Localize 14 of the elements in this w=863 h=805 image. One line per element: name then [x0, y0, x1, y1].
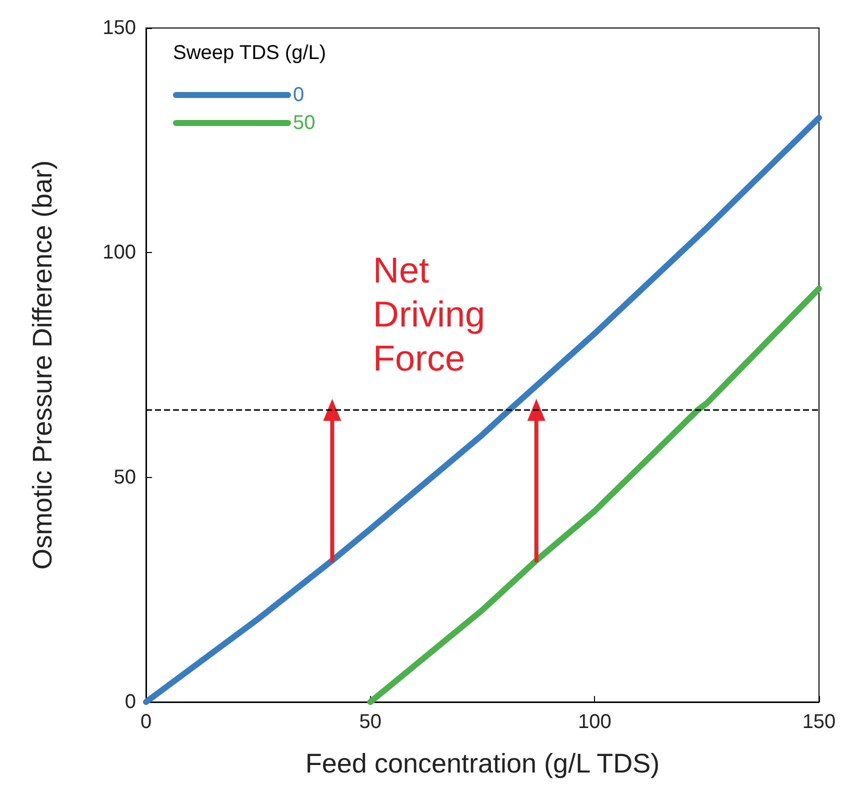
y-tick-label: 0 — [124, 691, 136, 713]
y-tick-label: 100 — [102, 242, 136, 264]
x-tick-label: 50 — [359, 711, 382, 733]
text: 0 — [293, 84, 304, 106]
x-tick-label: 150 — [802, 711, 836, 733]
legend-title: Sweep TDS (g/L) — [173, 42, 326, 64]
y-axis-title: Osmotic Pressure Difference (bar) — [28, 160, 58, 570]
text: 50 — [293, 112, 316, 134]
x-tick-label: 0 — [140, 711, 152, 733]
annotation: Net Driving Force — [373, 250, 496, 378]
y-tick-label: 50 — [114, 466, 136, 488]
y-tick-label: 150 — [102, 17, 136, 39]
x-tick-label: 100 — [578, 711, 612, 733]
x-axis-title: Feed concentration (g/L TDS) — [305, 748, 660, 778]
